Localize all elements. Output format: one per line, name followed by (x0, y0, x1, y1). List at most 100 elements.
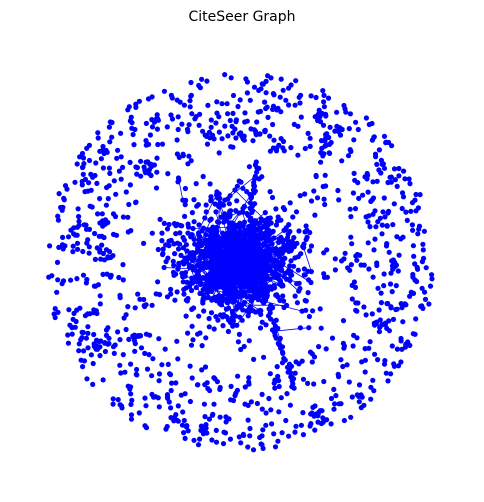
node (242, 110, 248, 116)
node (211, 264, 217, 270)
node (207, 217, 213, 223)
node (177, 241, 183, 247)
node (213, 439, 220, 445)
node (268, 75, 274, 81)
node (321, 418, 327, 424)
node (155, 279, 161, 285)
node (292, 255, 298, 261)
node (225, 111, 231, 117)
node (332, 267, 338, 273)
node (169, 116, 176, 122)
node (236, 178, 242, 184)
node (193, 181, 199, 187)
node (353, 300, 359, 306)
node (225, 196, 231, 202)
node (83, 222, 89, 228)
node (206, 324, 212, 330)
node (74, 161, 80, 167)
node (363, 115, 369, 121)
node (105, 254, 111, 260)
node (315, 419, 321, 425)
node (267, 371, 273, 377)
node (56, 191, 62, 197)
node (146, 352, 152, 358)
node (396, 252, 402, 258)
node (62, 243, 68, 249)
node (254, 240, 260, 246)
node (125, 304, 131, 310)
node (247, 425, 253, 432)
node (267, 189, 273, 195)
node (353, 253, 359, 259)
node (208, 194, 214, 200)
node (212, 283, 218, 289)
node (88, 352, 94, 358)
node (276, 272, 282, 278)
node (429, 276, 435, 282)
node (238, 283, 244, 289)
node (370, 179, 376, 185)
node (60, 278, 67, 284)
node (301, 272, 307, 278)
node (200, 275, 206, 281)
node (291, 121, 297, 127)
node (369, 120, 375, 127)
node (180, 279, 186, 285)
node (109, 134, 115, 140)
node (264, 226, 270, 232)
node (228, 75, 234, 81)
node (258, 216, 264, 222)
node (283, 417, 289, 424)
node (230, 275, 236, 281)
node (126, 201, 132, 208)
node (120, 352, 126, 358)
node (266, 232, 272, 238)
node (281, 355, 287, 362)
node (193, 284, 199, 291)
node (118, 176, 124, 182)
node (382, 321, 388, 328)
node (214, 224, 220, 230)
node (324, 131, 330, 137)
node (175, 246, 182, 252)
node (128, 391, 134, 397)
node (300, 376, 307, 382)
node (238, 346, 244, 353)
node (200, 173, 206, 180)
node (203, 202, 209, 208)
node (255, 255, 261, 261)
node (321, 271, 327, 277)
node (325, 95, 332, 101)
node (403, 341, 409, 347)
node (275, 214, 281, 220)
node (188, 279, 194, 285)
node (74, 307, 80, 313)
node (160, 251, 166, 258)
node (103, 327, 110, 333)
node (204, 249, 210, 255)
node (143, 403, 149, 409)
node (381, 271, 387, 277)
node (154, 112, 160, 118)
node (292, 429, 298, 435)
node (354, 335, 360, 341)
node (199, 343, 205, 349)
node (409, 222, 415, 228)
node (93, 160, 99, 166)
node (145, 96, 152, 102)
node (94, 310, 100, 317)
node (197, 290, 203, 297)
node (180, 409, 186, 415)
node (410, 227, 416, 233)
node (314, 195, 321, 201)
node (134, 165, 140, 171)
node (73, 318, 79, 325)
node (120, 214, 126, 220)
node (86, 226, 93, 232)
node (245, 417, 251, 423)
node (226, 225, 232, 231)
node (286, 102, 292, 108)
node (372, 351, 378, 357)
node (282, 246, 289, 252)
node (334, 109, 340, 115)
